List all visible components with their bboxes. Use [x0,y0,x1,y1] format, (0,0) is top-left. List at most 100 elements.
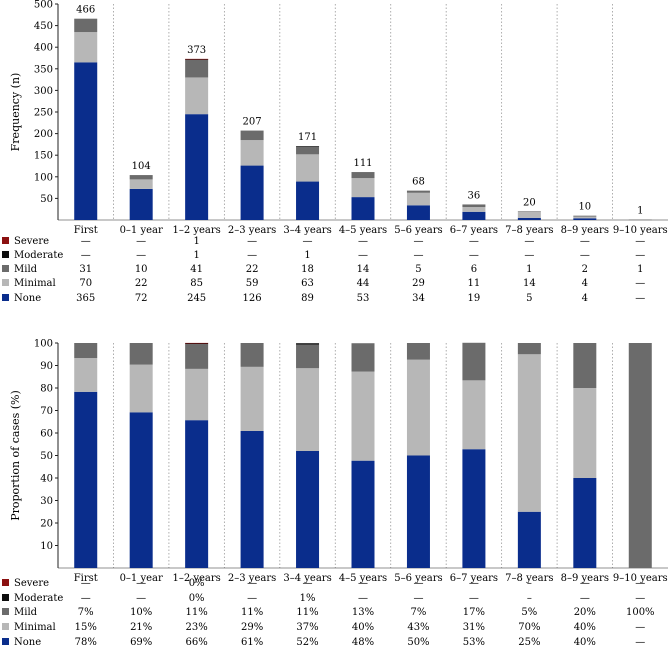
bar-segment-none [462,449,486,568]
table-cell: 365 [76,293,95,304]
legend-label-none: None [14,293,41,304]
table-cell: 40% [574,622,596,633]
bar-segment-mild [296,146,320,155]
table-cell: 14 [523,278,536,289]
legend-label-none: None [14,637,41,647]
bar-segment-mild [185,344,209,369]
table-cell: — [303,578,313,589]
category-label: 6–7 years [450,225,498,236]
table-cell: 63 [301,278,314,289]
bar-segment-severe [185,342,209,344]
bar-segment-minimal [129,179,153,189]
y-axis-title: Proportion of cases (%) [9,390,22,521]
table-cell: 23% [186,622,208,633]
bar-segment-mild [573,215,597,217]
bar-segment-none [129,412,153,568]
bar-segment-none [406,205,430,220]
category-label: 8–9 years [561,225,609,236]
bar-segment-minimal [351,371,375,461]
bar-segment-none [462,211,486,220]
category-label: 3–4 years [283,225,331,236]
table-cell: — [413,250,423,261]
table-cell: — [358,236,368,247]
category-label: 1–2 years [172,573,220,584]
category-label: 2–3 years [228,225,276,236]
category-label: 9–10 years [613,573,668,584]
legend-label-minimal: Minimal [14,278,56,289]
table-cell: 5% [521,607,537,618]
bar-segment-minimal [240,140,264,166]
table-cell: 22 [246,264,259,275]
table-cell: — [247,593,257,604]
bar-segment-mild [462,204,486,208]
bar-segment-minimal [296,154,320,182]
table-cell: 126 [243,293,262,304]
bar-total-label: 1 [637,206,643,217]
bar-segment-moderate [296,146,320,147]
y-tick-label: 500 [34,0,53,11]
table-cell: 1 [193,236,199,247]
bar-total-label: 36 [468,190,481,201]
y-tick-label: 90 [40,361,53,372]
table-cell: 70% [518,622,540,633]
bar-segment-none [351,460,375,568]
bar-segment-minimal [74,358,98,392]
bar-segment-minimal [406,359,430,456]
table-cell: 1 [304,250,310,261]
table-cell: — [580,250,590,261]
bar-segment-mild [296,344,320,369]
table-cell: 53 [357,293,370,304]
table-cell: 66% [186,637,208,647]
bar-segment-mild [628,343,652,568]
table-cell: — [469,578,479,589]
table-cell: 44 [357,278,370,289]
y-tick-label: 80 [40,384,53,395]
bar-segment-severe [185,58,209,60]
bar-total-label: 466 [76,5,95,16]
table-cell: 48% [352,637,374,647]
table-cell: — [136,593,146,604]
y-tick-label: 400 [34,43,53,54]
table-cell: — [635,293,645,304]
table-cell: — [136,578,146,589]
table-cell: 11 [468,278,481,289]
y-tick-label: 30 [40,496,53,507]
table-cell: 14 [357,264,370,275]
table-cell: 40% [574,637,596,647]
table-cell: 11% [296,607,318,618]
bar-segment-minimal [351,178,375,198]
table-cell: 69% [130,637,152,647]
table-cell: — [413,593,423,604]
y-tick-label: 150 [34,151,53,162]
category-label: 5–6 years [394,573,442,584]
table-cell: 53% [463,637,485,647]
table-cell: 61% [241,637,263,647]
table-cell: 85 [190,278,203,289]
y-tick-label: 40 [40,474,53,485]
y-tick-label: 250 [34,108,53,119]
y-tick-label: 100 [34,172,53,183]
table-cell: — [635,637,645,647]
table-cell: 11% [186,607,208,618]
table-cell: 5 [415,264,421,275]
table-cell: — [358,593,368,604]
bar-segment-mild [517,343,541,355]
bar-segment-none [129,188,153,220]
table-cell: 1 [526,264,532,275]
bar-segment-moderate [185,343,209,345]
bar-segment-minimal [240,366,264,431]
table-cell: 0% [189,593,205,604]
legend-label-mild: Mild [14,264,38,275]
table-cell: — [358,250,368,261]
bar-segment-moderate [296,343,320,345]
category-label: 4–5 years [339,225,387,236]
table-cell: 17% [463,607,485,618]
bar-segment-none [240,165,264,220]
table-cell: — [358,578,368,589]
table-cell: — [635,578,645,589]
table-cell: — [580,578,590,589]
table-cell: 59 [246,278,259,289]
table-cell: — [247,578,257,589]
table-cell: — [635,236,645,247]
table-cell: — [469,250,479,261]
